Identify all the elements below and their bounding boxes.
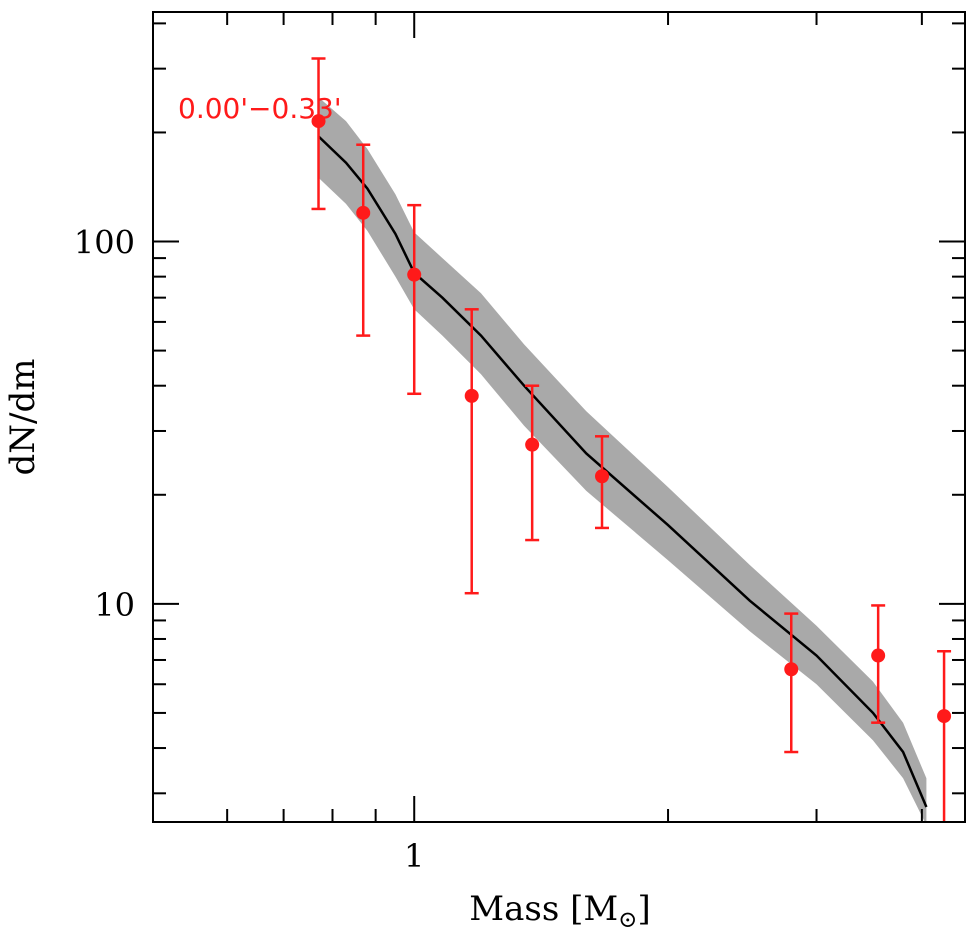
model-line-layer [317, 135, 928, 808]
data-point-1 [311, 57, 326, 211]
data-point-9 [937, 649, 952, 822]
data-marker [937, 709, 952, 724]
data-point-4 [464, 308, 479, 595]
data-points-layer [311, 57, 952, 822]
x-axis-label-bracket: ] [637, 889, 650, 929]
data-point-8 [871, 604, 886, 724]
data-point-7 [784, 612, 799, 754]
data-marker [525, 437, 540, 452]
y-tick-label: 10 [94, 586, 135, 624]
y-axis-label: dN/dm [3, 359, 43, 476]
data-marker [464, 388, 479, 403]
data-marker [784, 662, 799, 677]
model-line [317, 135, 928, 808]
data-marker [595, 469, 610, 484]
axis-tick-labels-layer: 1 10 100 [74, 224, 424, 875]
data-marker [871, 648, 886, 663]
data-point-2 [356, 143, 371, 337]
data-marker [356, 205, 371, 220]
data-point-3 [407, 203, 422, 396]
y-tick-label: 100 [74, 224, 135, 262]
x-axis-label-text: Mass [M [469, 889, 618, 929]
plot-frame [152, 11, 966, 823]
data-point-6 [595, 435, 610, 530]
axis-ticks-layer [153, 12, 965, 822]
model-uncertainty-band [318, 97, 927, 822]
data-point-5 [525, 384, 540, 542]
radius-annotation: 0.00'−0.33' [178, 92, 342, 125]
x-tick-label: 1 [404, 837, 424, 875]
solar-symbol: ⊙ [618, 907, 637, 933]
data-marker [311, 114, 326, 129]
x-axis-label: Mass [M⊙] [469, 889, 650, 933]
model-band-layer [318, 97, 927, 822]
data-marker [407, 267, 422, 282]
